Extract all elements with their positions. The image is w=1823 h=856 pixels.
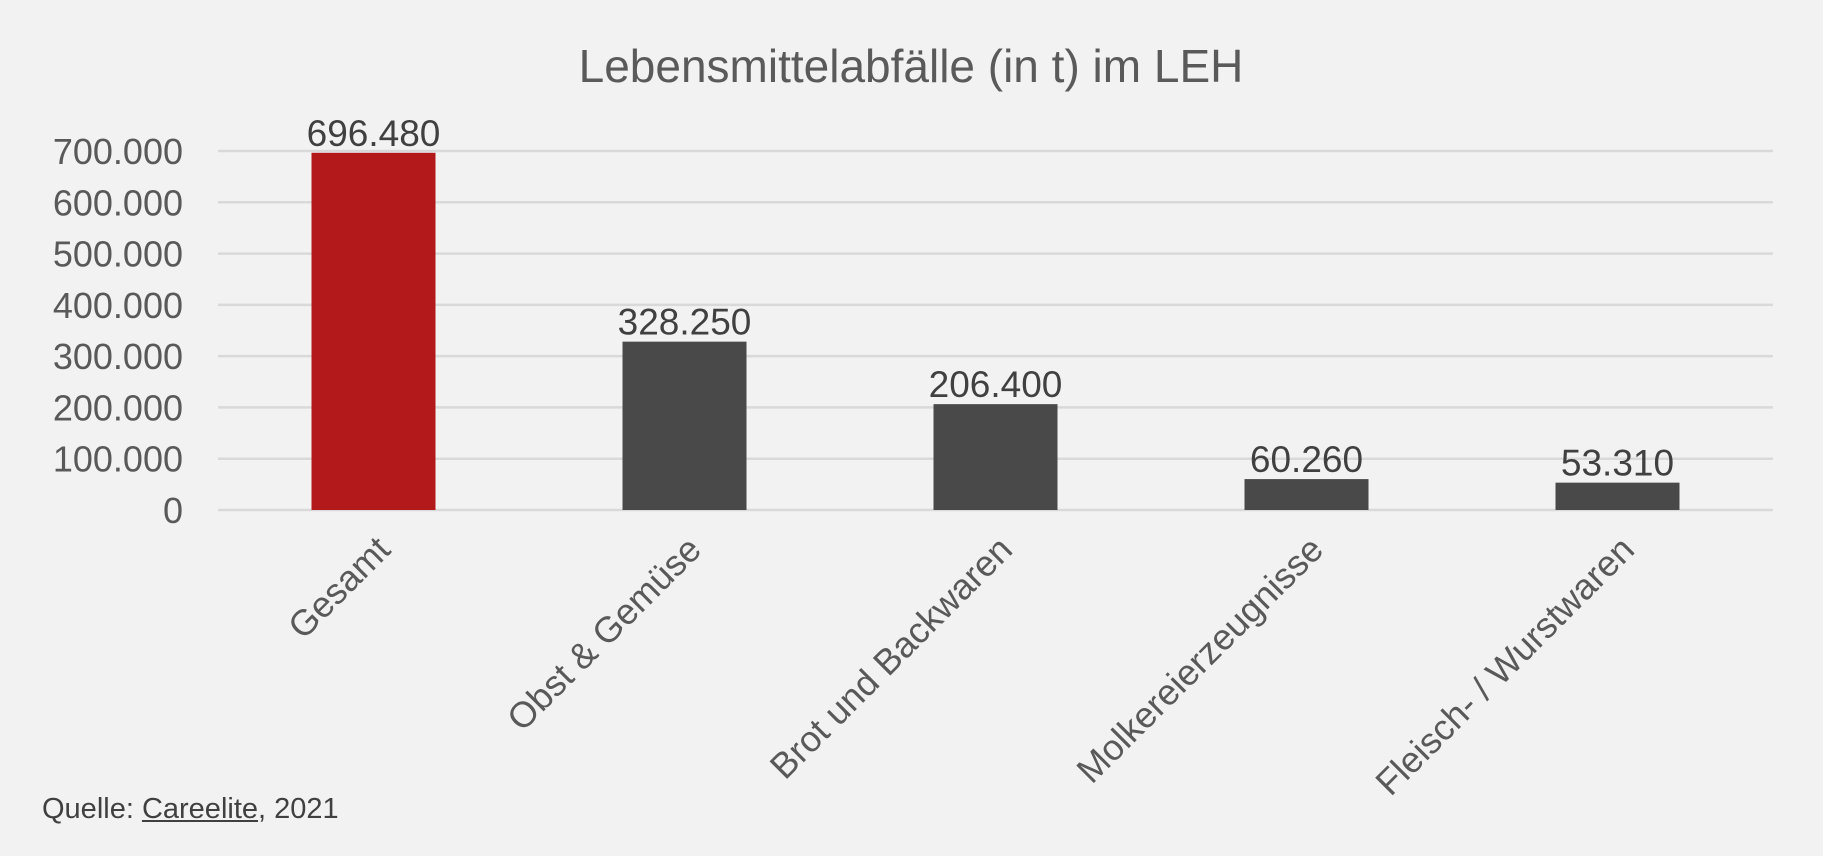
bar <box>1244 479 1369 510</box>
bars <box>311 152 1680 511</box>
y-tick-label: 400.000 <box>53 285 183 326</box>
data-label: 696.480 <box>307 113 441 154</box>
category-label: Obst & Gemüse <box>499 528 709 738</box>
chart-title: Lebensmittelabfälle (in t) im LEH <box>579 40 1244 92</box>
bar <box>1555 482 1680 510</box>
data-label: 328.250 <box>618 302 752 343</box>
data-label: 53.310 <box>1561 443 1674 484</box>
bar <box>622 341 747 510</box>
source-suffix: , 2021 <box>258 793 339 825</box>
category-label: Gesamt <box>280 528 398 646</box>
data-label: 60.260 <box>1250 439 1363 480</box>
y-tick-label: 200.000 <box>53 387 183 428</box>
y-tick-label: 700.000 <box>53 131 183 172</box>
y-tick-label: 100.000 <box>53 439 183 480</box>
category-label: Brot und Backwaren <box>762 528 1020 786</box>
category-label: Molkereierzeugnisse <box>1068 528 1330 790</box>
y-tick-label: 0 <box>163 490 183 531</box>
source-note: Quelle: Careelite, 2021 <box>42 793 339 826</box>
y-tick-label: 300.000 <box>53 336 183 377</box>
category-label: Fleisch- / Wurstwaren <box>1367 528 1642 803</box>
bar <box>933 404 1058 510</box>
x-axis-category-labels: Gesamt Obst & Gemüse Brot und Backwaren Mol… <box>280 528 1642 803</box>
data-label: 206.400 <box>929 364 1063 405</box>
source-link[interactable]: Careelite <box>141 793 259 825</box>
y-tick-label: 600.000 <box>53 182 183 223</box>
bar <box>311 152 436 511</box>
y-axis-tick-labels: 0 100.000 200.000 300.000 400.000 500.000 600.… <box>53 131 183 531</box>
y-tick-label: 500.000 <box>53 234 183 275</box>
data-labels: 696.480 328.250 206.400 60.260 53.310 <box>307 113 1674 484</box>
source-prefix: Quelle: <box>42 793 142 825</box>
